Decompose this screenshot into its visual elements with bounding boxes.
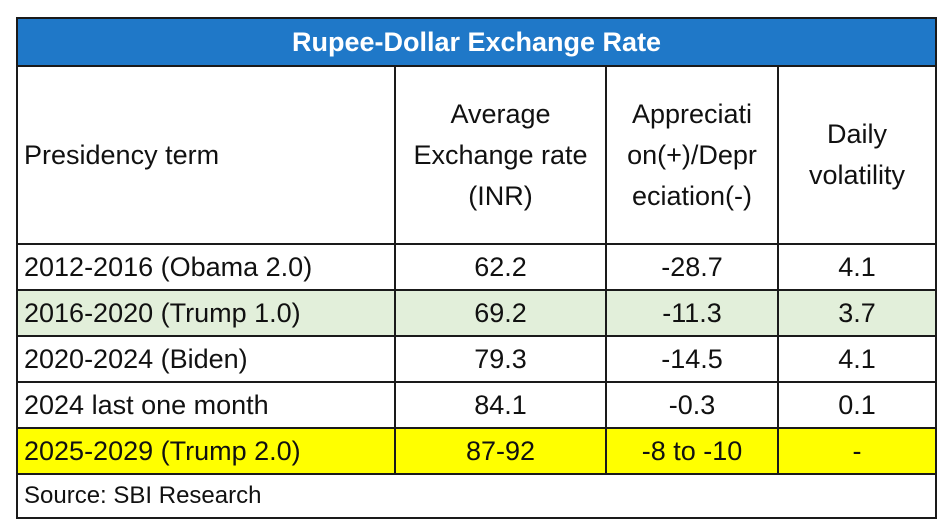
table-row: 2016-2020 (Trump 1.0) 69.2 -11.3 3.7: [16, 289, 938, 337]
source-row: Source: SBI Research: [15, 473, 938, 519]
cell-term: 2016-2020 (Trump 1.0): [16, 289, 396, 337]
table-row: 2020-2024 (Biden) 79.3 -14.5 4.1: [16, 335, 938, 383]
cell-average-rate: 87-92: [394, 427, 607, 475]
cell-average-rate: 79.3: [394, 335, 607, 383]
header-appreciation-depreciation: Appreciati on(+)/Depr eciation(-): [605, 65, 779, 245]
header-avg-line-1: Average: [450, 98, 551, 129]
cell-change: -8 to -10: [605, 427, 779, 475]
cell-average-rate: 62.2: [394, 243, 607, 291]
header-appr-line-1: Appreciati: [631, 98, 753, 129]
cell-term: 2012-2016 (Obama 2.0): [16, 243, 396, 291]
header-average-exchange-rate: Average Exchange rate (INR): [394, 65, 607, 245]
cell-average-rate: 69.2: [394, 289, 607, 337]
source-note: Source: SBI Research: [15, 473, 938, 519]
header-avg-line-3: (INR): [468, 180, 533, 211]
cell-volatility: 4.1: [776, 335, 938, 383]
header-vol-line-1: Daily: [827, 119, 888, 149]
header-avg-line-2: Exchange rate: [413, 139, 588, 170]
header-presidency-term: Presidency term: [16, 65, 396, 245]
cell-volatility: -: [776, 427, 938, 475]
header-appr-line-3: eciation(-): [631, 180, 753, 211]
cell-change: -14.5: [605, 335, 779, 383]
table-row: 2012-2016 (Obama 2.0) 62.2 -28.7 4.1: [16, 243, 938, 291]
table-row: 2024 last one month 84.1 -0.3 0.1: [16, 381, 938, 429]
header-daily-volatility: Daily volatility: [776, 65, 938, 245]
header-row: Presidency term Average Exchange rate (I…: [16, 65, 938, 245]
exchange-rate-table: Rupee-Dollar Exchange Rate Presidency te…: [15, 17, 938, 519]
table-title: Rupee-Dollar Exchange Rate: [15, 17, 938, 67]
cell-volatility: 0.1: [776, 381, 938, 429]
cell-change: -0.3: [605, 381, 779, 429]
header-appr-line-2: on(+)/Depr: [627, 139, 757, 170]
cell-volatility: 4.1: [776, 243, 938, 291]
cell-term: 2024 last one month: [16, 381, 396, 429]
cell-volatility: 3.7: [776, 289, 938, 337]
cell-change: -11.3: [605, 289, 779, 337]
cell-change: -28.7: [605, 243, 779, 291]
table-row: 2025-2029 (Trump 2.0) 87-92 -8 to -10 -: [16, 427, 938, 475]
cell-term: 2020-2024 (Biden): [16, 335, 396, 383]
cell-average-rate: 84.1: [394, 381, 607, 429]
exchange-rate-table-container: Rupee-Dollar Exchange Rate Presidency te…: [15, 17, 938, 519]
header-vol-line-2: volatility: [809, 160, 906, 190]
cell-term: 2025-2029 (Trump 2.0): [16, 427, 396, 475]
